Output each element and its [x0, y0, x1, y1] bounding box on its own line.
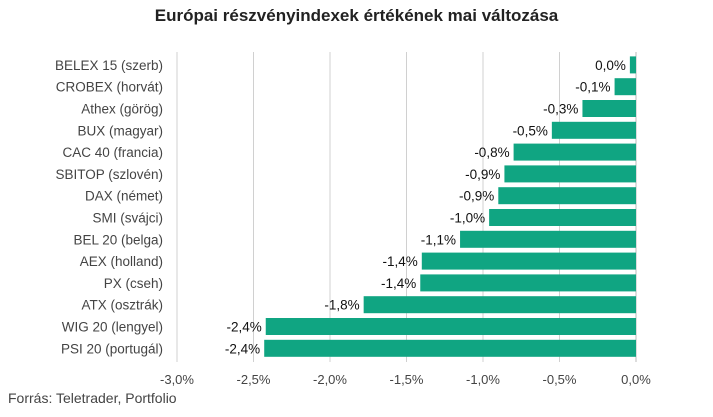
- value-label: -2,4%: [225, 341, 260, 356]
- category-label: Athex (görög): [81, 102, 163, 117]
- gridlines: [176, 52, 637, 362]
- x-tick-label: 0,0%: [621, 372, 651, 387]
- category-label: CAC 40 (francia): [62, 145, 163, 160]
- bars: [264, 56, 636, 357]
- category-label: BELEX 15 (szerb): [55, 58, 163, 73]
- bar: [629, 56, 636, 74]
- category-label: CROBEX (horvát): [56, 80, 163, 95]
- value-label: -1,8%: [324, 298, 359, 313]
- source-note: Forrás: Teletrader, Portfolio: [8, 390, 177, 406]
- bar: [551, 121, 636, 139]
- bar: [513, 143, 636, 161]
- x-tick-label: -0,5%: [543, 372, 577, 387]
- category-label: BEL 20 (belga): [73, 232, 163, 247]
- category-label: ATX (osztrák): [81, 298, 163, 313]
- category-label: DAX (német): [85, 189, 163, 204]
- value-label: -0,9%: [459, 189, 494, 204]
- value-label: -0,3%: [543, 102, 578, 117]
- category-labels: BELEX 15 (szerb) CROBEX (horvát) Athex (gö…: [55, 58, 163, 356]
- value-label: -1,4%: [383, 254, 418, 269]
- value-label: 0,0%: [595, 58, 626, 73]
- category-label: AEX (holland): [80, 254, 163, 269]
- bar: [363, 296, 636, 314]
- value-label: -0,8%: [474, 145, 509, 160]
- value-labels: 0,0% -0,1% -0,3% -0,5% -0,8% -0,9% -0,9% -1,0% -…: [225, 58, 626, 356]
- bar: [614, 78, 636, 96]
- x-axis-ticks: -3,0% -2,5% -2,0% -1,5% -1,0% -0,5% 0,0%: [160, 372, 651, 387]
- bar: [264, 339, 636, 357]
- value-label: -1,0%: [450, 211, 485, 226]
- bar: [504, 165, 636, 183]
- x-tick-label: -1,5%: [390, 372, 424, 387]
- bar: [420, 274, 636, 292]
- bar: [460, 230, 636, 248]
- x-tick-label: -3,0%: [160, 372, 194, 387]
- value-label: -1,4%: [381, 276, 416, 291]
- category-label: BUX (magyar): [77, 123, 163, 138]
- category-label: PX (cseh): [104, 276, 163, 291]
- chart-title: Európai részvényindexek értékének mai vá…: [154, 6, 559, 25]
- x-tick-label: -2,0%: [313, 372, 347, 387]
- value-label: -0,1%: [575, 80, 610, 95]
- category-label: WIG 20 (lengyel): [62, 320, 163, 335]
- category-label: SMI (svájci): [93, 211, 164, 226]
- category-label: SBITOP (szlovén): [55, 167, 163, 182]
- bar: [421, 252, 636, 270]
- value-label: -0,5%: [513, 123, 548, 138]
- x-tick-label: -2,5%: [237, 372, 271, 387]
- value-label: -2,4%: [226, 320, 261, 335]
- bar: [582, 100, 636, 117]
- bar: [265, 318, 636, 335]
- value-label: -0,9%: [465, 167, 500, 182]
- bar: [498, 187, 636, 205]
- category-label: PSI 20 (portugál): [61, 341, 163, 356]
- x-tick-label: -1,0%: [466, 372, 500, 387]
- value-label: -1,1%: [421, 232, 456, 247]
- bar: [489, 209, 636, 226]
